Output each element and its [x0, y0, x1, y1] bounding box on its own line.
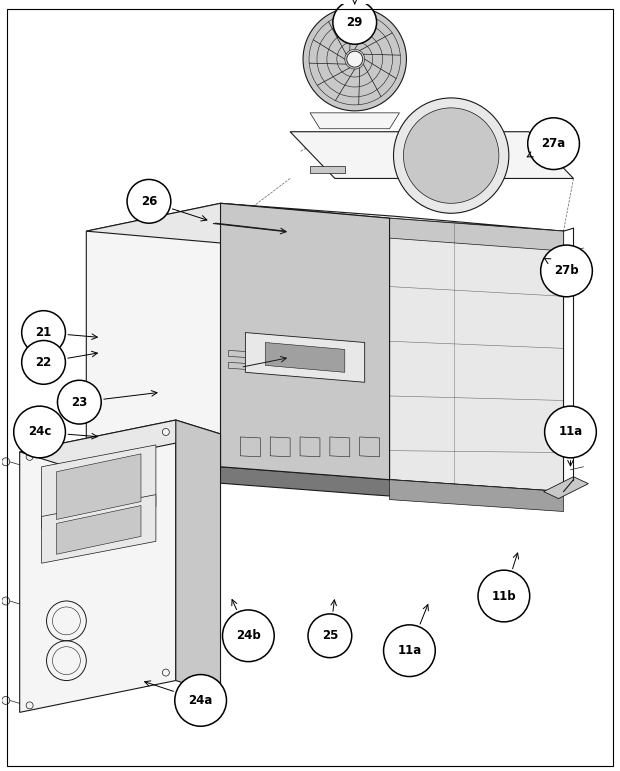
- Text: 24b: 24b: [236, 629, 261, 642]
- Text: 11a: 11a: [559, 426, 583, 439]
- Circle shape: [528, 118, 580, 170]
- Text: eReplacementParts.com: eReplacementParts.com: [206, 385, 414, 399]
- Polygon shape: [69, 466, 564, 510]
- Text: 24c: 24c: [28, 426, 51, 439]
- Circle shape: [162, 429, 169, 436]
- Circle shape: [544, 406, 596, 458]
- Polygon shape: [310, 113, 399, 129]
- Circle shape: [303, 8, 407, 111]
- Polygon shape: [290, 132, 574, 178]
- Circle shape: [26, 453, 33, 460]
- Circle shape: [26, 702, 33, 709]
- Polygon shape: [310, 166, 345, 173]
- Text: 21: 21: [35, 326, 51, 339]
- Circle shape: [58, 380, 101, 424]
- Polygon shape: [360, 437, 379, 457]
- Polygon shape: [544, 476, 588, 499]
- Polygon shape: [42, 445, 156, 528]
- Polygon shape: [389, 218, 564, 251]
- Circle shape: [14, 406, 66, 458]
- Circle shape: [404, 108, 499, 204]
- Circle shape: [308, 614, 352, 658]
- Circle shape: [478, 571, 529, 622]
- Circle shape: [2, 696, 10, 705]
- Polygon shape: [56, 454, 141, 520]
- Circle shape: [22, 341, 66, 384]
- Polygon shape: [300, 437, 320, 457]
- Polygon shape: [42, 495, 156, 563]
- Polygon shape: [330, 437, 350, 457]
- Polygon shape: [221, 434, 389, 466]
- Polygon shape: [229, 362, 246, 369]
- Circle shape: [384, 625, 435, 676]
- Polygon shape: [86, 204, 389, 246]
- Text: 26: 26: [141, 195, 157, 208]
- Text: 22: 22: [35, 356, 51, 369]
- Circle shape: [175, 675, 226, 726]
- Circle shape: [333, 1, 376, 44]
- Text: 24a: 24a: [188, 694, 213, 707]
- Text: 23: 23: [71, 396, 87, 409]
- Circle shape: [127, 180, 171, 223]
- Polygon shape: [265, 342, 345, 372]
- Polygon shape: [20, 420, 176, 712]
- Polygon shape: [229, 351, 246, 358]
- Polygon shape: [86, 466, 221, 511]
- Polygon shape: [176, 420, 221, 695]
- Text: 25: 25: [322, 629, 338, 642]
- Circle shape: [541, 245, 592, 297]
- Polygon shape: [246, 332, 365, 382]
- Polygon shape: [20, 420, 221, 466]
- Circle shape: [162, 669, 169, 676]
- Polygon shape: [389, 218, 564, 492]
- Text: 11a: 11a: [397, 645, 422, 657]
- Polygon shape: [56, 506, 141, 554]
- Circle shape: [347, 51, 363, 67]
- Polygon shape: [241, 437, 260, 457]
- Text: 27b: 27b: [554, 264, 579, 278]
- Polygon shape: [86, 204, 221, 492]
- Circle shape: [2, 458, 10, 466]
- Polygon shape: [389, 480, 564, 511]
- Circle shape: [22, 311, 66, 355]
- Circle shape: [223, 610, 274, 662]
- Polygon shape: [221, 204, 564, 231]
- Text: 27a: 27a: [541, 137, 565, 150]
- Polygon shape: [270, 437, 290, 457]
- Circle shape: [2, 597, 10, 605]
- Text: 29: 29: [347, 16, 363, 29]
- Polygon shape: [221, 204, 389, 480]
- Text: 11b: 11b: [492, 590, 516, 602]
- Circle shape: [394, 98, 509, 214]
